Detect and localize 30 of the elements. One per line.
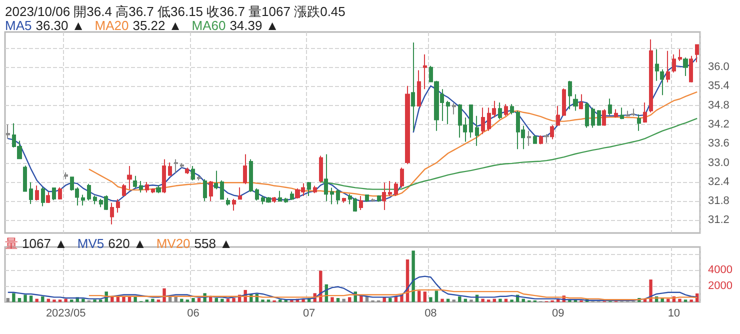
- y-tick-label: 2000: [708, 280, 732, 292]
- annotation: 34.39 ▲: [230, 18, 279, 33]
- y-tick-label: 32.4: [708, 176, 730, 188]
- y-tick-label: 4000: [708, 264, 732, 276]
- text: MV20: [156, 236, 190, 251]
- annotation: 1067 ▲: [22, 236, 68, 251]
- annotation: 36.30 ▲: [36, 18, 85, 33]
- y-tick-label: 31.2: [708, 214, 730, 226]
- y-tick-label: 34.2: [708, 118, 730, 131]
- y-tick-label: 33.0: [708, 156, 730, 169]
- x-tick-label: 06: [187, 308, 200, 320]
- y-tick-label: 35.4: [708, 80, 730, 92]
- x-tick-label: 09: [552, 308, 564, 320]
- y-tick-label: 31.8: [708, 195, 730, 208]
- y-tick-label: 36.0: [708, 61, 730, 74]
- chart-title: 2023/10/06 開36.4 高36.7 低36.15 收36.7 量1067 漲跌0.45: [5, 3, 346, 20]
- text: MA60: [192, 18, 226, 33]
- annotation: 620 ▲: [108, 236, 146, 251]
- x-tick-label: 10: [668, 308, 680, 320]
- x-tick-label: 2023/05: [46, 308, 86, 320]
- text: 量: [5, 236, 18, 251]
- text: MA5: [5, 18, 32, 33]
- annotation: 35.22 ▲: [132, 18, 182, 33]
- text: MV5: [77, 236, 104, 251]
- x-tick-label: 08: [424, 308, 437, 320]
- text: MA20: [94, 18, 129, 33]
- x-tick-label: 07: [302, 308, 316, 320]
- annotation: 558 ▲: [194, 236, 232, 251]
- y-tick-label: 34.8: [708, 99, 730, 112]
- y-tick-label: 33.6: [708, 138, 730, 150]
